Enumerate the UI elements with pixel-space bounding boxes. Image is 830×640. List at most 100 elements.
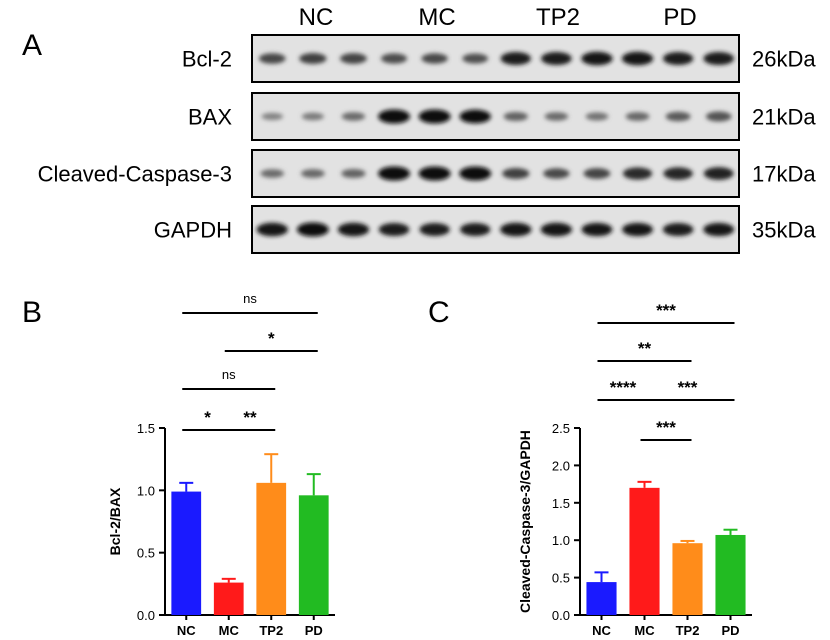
blot-protein-label: BAX [188, 105, 232, 130]
blot-band [544, 112, 569, 121]
y-tick-label: 1.5 [137, 421, 155, 436]
significance-label: **** [610, 378, 637, 397]
y-tick-label: 1.0 [552, 533, 570, 548]
bar [629, 487, 660, 615]
x-tick-label: NC [592, 623, 611, 638]
significance-label: ** [243, 408, 257, 427]
x-tick-label: MC [219, 623, 240, 638]
blot-band [585, 112, 609, 121]
blot-band [421, 53, 448, 64]
x-tick-label: TP2 [259, 623, 283, 638]
blot-row: Bcl-2 26kDa [182, 34, 816, 83]
blot-band [459, 109, 491, 124]
significance-label: ** [638, 339, 652, 358]
blot-band [378, 222, 410, 237]
significance-label: *** [678, 378, 698, 397]
blot-row: GAPDH 35kDa [154, 205, 816, 254]
blot-band [581, 222, 613, 237]
blot-band [662, 222, 694, 237]
blot-band [705, 111, 732, 122]
blot-band [378, 109, 411, 124]
blot-band [703, 167, 734, 180]
blot-band [543, 168, 570, 179]
significance-label: * [268, 329, 275, 348]
blot-band [621, 51, 654, 66]
bar [672, 543, 703, 615]
blot-size-label: 21kDa [752, 105, 816, 130]
x-tick-label: PD [305, 623, 323, 638]
blot-group-label: PD [663, 4, 696, 31]
blot-band [500, 52, 531, 65]
significance-label: ns [222, 367, 236, 382]
bar [715, 534, 746, 615]
y-axis-label: Bcl-2/BAX [107, 487, 123, 555]
western-blot: NC MC TP2 PD Bcl-2 26kDa BAX 21kDa Cleaved-Casp… [38, 4, 816, 254]
blot-membrane [251, 34, 740, 83]
blot-band [260, 169, 285, 178]
significance-label: * [204, 408, 211, 427]
blot-band [622, 167, 653, 180]
blot-band [378, 166, 411, 181]
blot-protein-label: Bcl-2 [182, 47, 232, 72]
bar [586, 582, 617, 615]
blot-band [581, 51, 613, 66]
blot-protein-label: GAPDH [154, 218, 232, 243]
x-tick-label: NC [177, 623, 196, 638]
blot-band [256, 222, 288, 237]
y-tick-label: 0.0 [137, 608, 155, 623]
y-axis-label: Cleaved-Caspase-3/GAPDH [517, 430, 533, 613]
blot-size-label: 17kDa [752, 162, 816, 187]
blot-row: BAX 21kDa [188, 92, 816, 141]
blot-size-label: 26kDa [752, 47, 816, 72]
y-tick-label: 2.5 [552, 421, 570, 436]
y-tick-label: 0.0 [552, 608, 570, 623]
blot-band [300, 169, 325, 178]
x-tick-label: TP2 [676, 623, 700, 638]
blot-row: Cleaved-Caspase-3 17kDa [38, 149, 816, 198]
significance-label: ns [243, 291, 257, 306]
blot-band [339, 53, 367, 64]
blot-size-label: 35kDa [752, 218, 816, 243]
blot-band [258, 53, 286, 64]
blot-band [261, 112, 284, 121]
blot-membrane [251, 92, 740, 141]
bar [256, 482, 287, 615]
bar [171, 491, 202, 615]
blot-band [301, 112, 324, 121]
blot-band [703, 51, 735, 66]
blot-band [500, 222, 532, 237]
blot-band [337, 222, 370, 237]
blot-band [299, 53, 327, 64]
blot-band [418, 166, 451, 181]
blot-group-label: NC [299, 4, 334, 31]
blot-band [583, 168, 611, 179]
blot-band [663, 167, 693, 180]
blot-group-label: TP2 [536, 4, 580, 31]
blot-band [418, 109, 451, 124]
panel-label-a: A [22, 29, 42, 62]
y-tick-label: 1.5 [552, 496, 570, 511]
panel-label-b: B [22, 296, 42, 329]
blot-band [622, 222, 653, 237]
blot-band [380, 53, 408, 64]
blot-band [341, 168, 366, 179]
blot-band [296, 222, 329, 237]
bar [298, 495, 329, 615]
y-tick-label: 2.0 [552, 458, 570, 473]
panel-label-c: C [428, 296, 450, 329]
blot-band [662, 52, 694, 65]
blot-band [462, 53, 489, 64]
blot-band [419, 223, 450, 236]
chart-cleaved-caspase3-gapdh: 0.0 0.5 1.0 1.5 2.0 2.5 Cleaved-Caspase-3/GAPD… [517, 301, 752, 638]
blot-group-label: MC [418, 4, 455, 31]
blot-band [460, 223, 491, 236]
bar [213, 582, 244, 615]
significance-label: *** [656, 418, 676, 437]
blot-band [540, 222, 573, 237]
blot-band [625, 112, 650, 121]
blot-band [503, 111, 528, 122]
blot-band [459, 166, 492, 181]
blot-band [502, 168, 530, 179]
x-tick-label: PD [721, 623, 739, 638]
